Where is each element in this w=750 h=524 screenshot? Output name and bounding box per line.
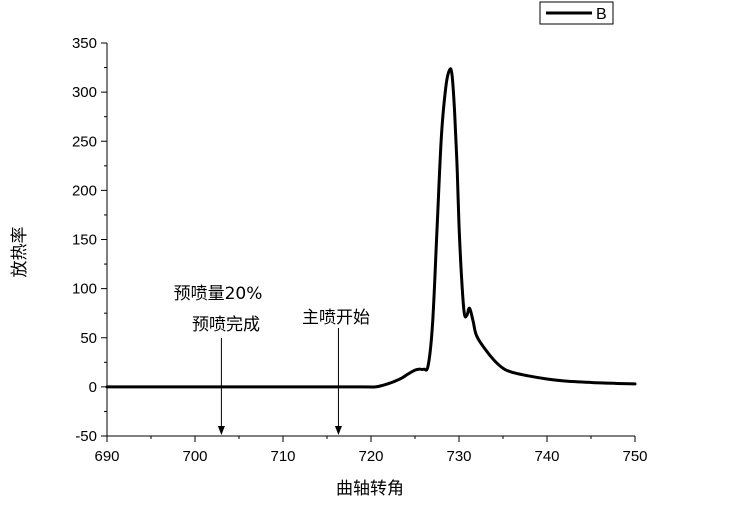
x-tick-label: 720	[358, 448, 383, 465]
annotation-text: 预喷完成	[192, 315, 260, 335]
y-tick-label: -50	[75, 428, 97, 445]
x-tick-label: 740	[534, 448, 559, 465]
legend: B	[539, 1, 614, 25]
x-axis-title: 曲轴转角	[336, 479, 404, 499]
y-tick-label: 250	[72, 133, 97, 150]
ticks: 690 700 710 720 730 740 750 -50 0 50 100 150 200 250 3…	[72, 35, 648, 465]
y-tick-label: 0	[89, 379, 97, 396]
axes	[106, 43, 635, 437]
y-tick-label: 300	[72, 84, 97, 101]
annotation-text: 主喷开始	[302, 308, 370, 328]
x-tick-label: 690	[94, 448, 119, 465]
series-layer	[105, 67, 637, 389]
y-tick-label: 100	[72, 281, 97, 298]
annotation-text: 预喷量20%	[174, 284, 263, 304]
series-line-b	[105, 67, 637, 389]
x-tick-label: 710	[270, 448, 295, 465]
y-tick-label: 200	[72, 182, 97, 199]
x-tick-label: 750	[622, 448, 647, 465]
x-tick-label: 700	[182, 448, 207, 465]
legend-label-b: B	[596, 6, 607, 23]
y-tick-label: 50	[80, 330, 97, 347]
annotation-arrow-head	[334, 426, 342, 435]
x-tick-label: 730	[446, 448, 471, 465]
y-axis-title: 放热率	[10, 227, 30, 278]
y-tick-label: 350	[72, 35, 97, 52]
annotation-arrow-head	[217, 426, 225, 435]
y-tick-label: 150	[72, 232, 97, 249]
annotations: 预喷量20% 预喷完成 主喷开始	[174, 284, 370, 435]
